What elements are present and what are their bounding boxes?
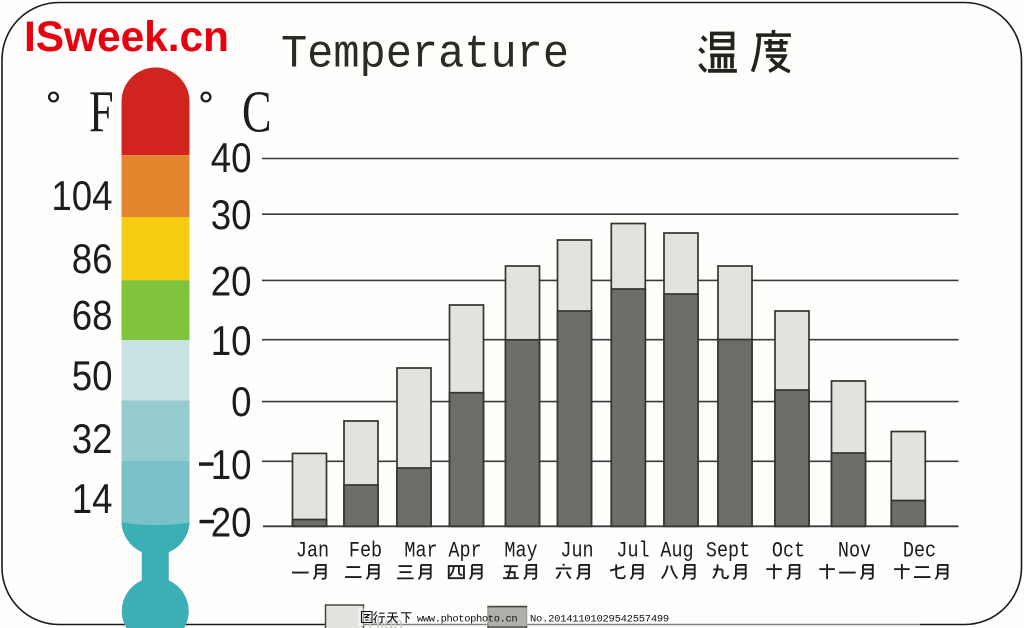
svg-text:Dec: Dec [903, 539, 936, 564]
svg-text:50: 50 [72, 353, 113, 400]
svg-text:0: 0 [231, 379, 251, 426]
svg-text:104: 104 [51, 173, 112, 220]
svg-text:Sept: Sept [706, 539, 750, 564]
svg-text:10: 10 [211, 318, 252, 365]
svg-text:10: 10 [211, 442, 252, 489]
svg-text:May: May [504, 539, 537, 564]
svg-text:High: High [368, 614, 403, 628]
svg-text:Feb: Feb [349, 539, 382, 564]
svg-text:Apr: Apr [448, 539, 481, 564]
svg-text:20: 20 [211, 258, 252, 305]
svg-text:68: 68 [72, 292, 113, 339]
svg-text:Aug: Aug [660, 539, 693, 564]
svg-text:Temperature: Temperature [281, 28, 569, 81]
svg-text:No.20141101029542557499: No.20141101029542557499 [530, 614, 669, 626]
svg-text:14: 14 [72, 476, 113, 523]
svg-text:Jun: Jun [560, 539, 593, 564]
svg-text:86: 86 [72, 236, 113, 283]
svg-text:Jul: Jul [616, 539, 649, 564]
svg-text:32: 32 [72, 416, 113, 463]
svg-text:www.photophoto.cn: www.photophoto.cn [417, 614, 517, 626]
svg-text:F: F [89, 81, 114, 145]
svg-text:Jan: Jan [296, 539, 329, 564]
svg-text:20: 20 [211, 499, 252, 546]
svg-text:C: C [242, 81, 272, 145]
svg-text:40: 40 [211, 135, 252, 182]
svg-text:Nov: Nov [838, 539, 871, 564]
svg-text:Oct: Oct [772, 539, 805, 564]
svg-text:30: 30 [211, 192, 252, 239]
svg-text:Mar: Mar [404, 539, 437, 564]
svg-text:ISweek.cn: ISweek.cn [24, 14, 229, 61]
